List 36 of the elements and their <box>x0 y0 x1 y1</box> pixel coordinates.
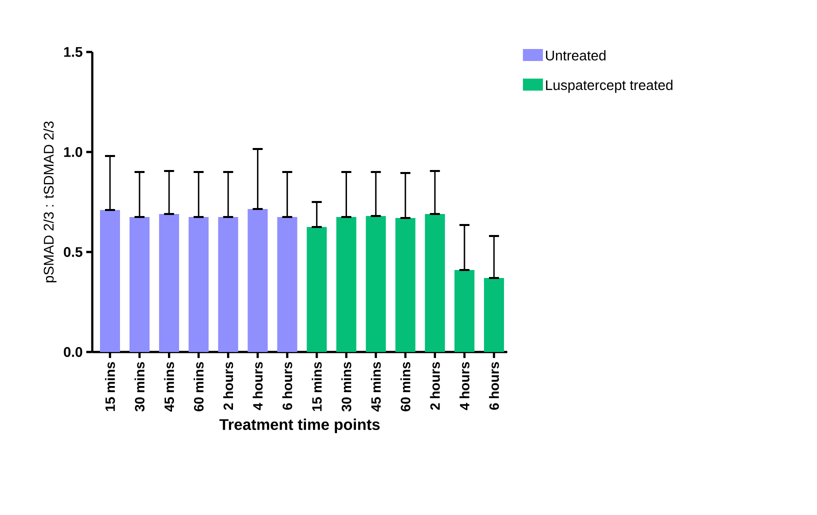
y-tick-label: 1.5 <box>64 47 82 57</box>
x-tick-label: 15 mins <box>105 362 115 411</box>
bar <box>424 214 445 352</box>
x-tick-label: 4 hours <box>460 362 470 410</box>
y-tick-label: 0.5 <box>64 247 82 257</box>
bar <box>218 216 238 352</box>
bar <box>100 210 120 352</box>
x-tick-label: 6 hours <box>489 362 499 410</box>
x-tick-label: 6 hours <box>282 362 292 410</box>
legend-label: Untreated <box>546 50 606 60</box>
x-tick-label: 60 mins <box>400 362 410 412</box>
bar <box>188 216 209 352</box>
bar <box>484 278 504 352</box>
bar <box>306 226 327 352</box>
bar <box>159 214 180 352</box>
x-tick-label: 2 hours <box>430 362 440 410</box>
y-tick-label: 1.0 <box>64 147 82 157</box>
y-tick-label: 0.0 <box>64 347 82 357</box>
y-axis-title: pSMAD 2/3 : tSDMAD 2/3 <box>43 121 56 282</box>
x-tick-label: 45 mins <box>164 362 174 412</box>
bar <box>130 216 150 352</box>
x-tick-label: 30 mins <box>134 362 145 412</box>
x-tick-label: 4 hours <box>252 362 263 410</box>
legend-label: Luspatercept treated <box>546 80 672 93</box>
bar <box>248 208 268 352</box>
bar <box>277 216 298 352</box>
bar <box>366 216 386 352</box>
bar <box>454 270 474 352</box>
bar <box>395 218 416 352</box>
x-tick-label: 2 hours <box>223 362 234 410</box>
x-axis-title: Treatment time points <box>219 418 380 434</box>
x-tick-label: 60 mins <box>194 362 204 412</box>
x-tick-label: 30 mins <box>341 362 352 412</box>
x-tick-label: 45 mins <box>370 362 381 412</box>
bar <box>336 216 356 352</box>
x-tick-label: 15 mins <box>312 362 322 411</box>
